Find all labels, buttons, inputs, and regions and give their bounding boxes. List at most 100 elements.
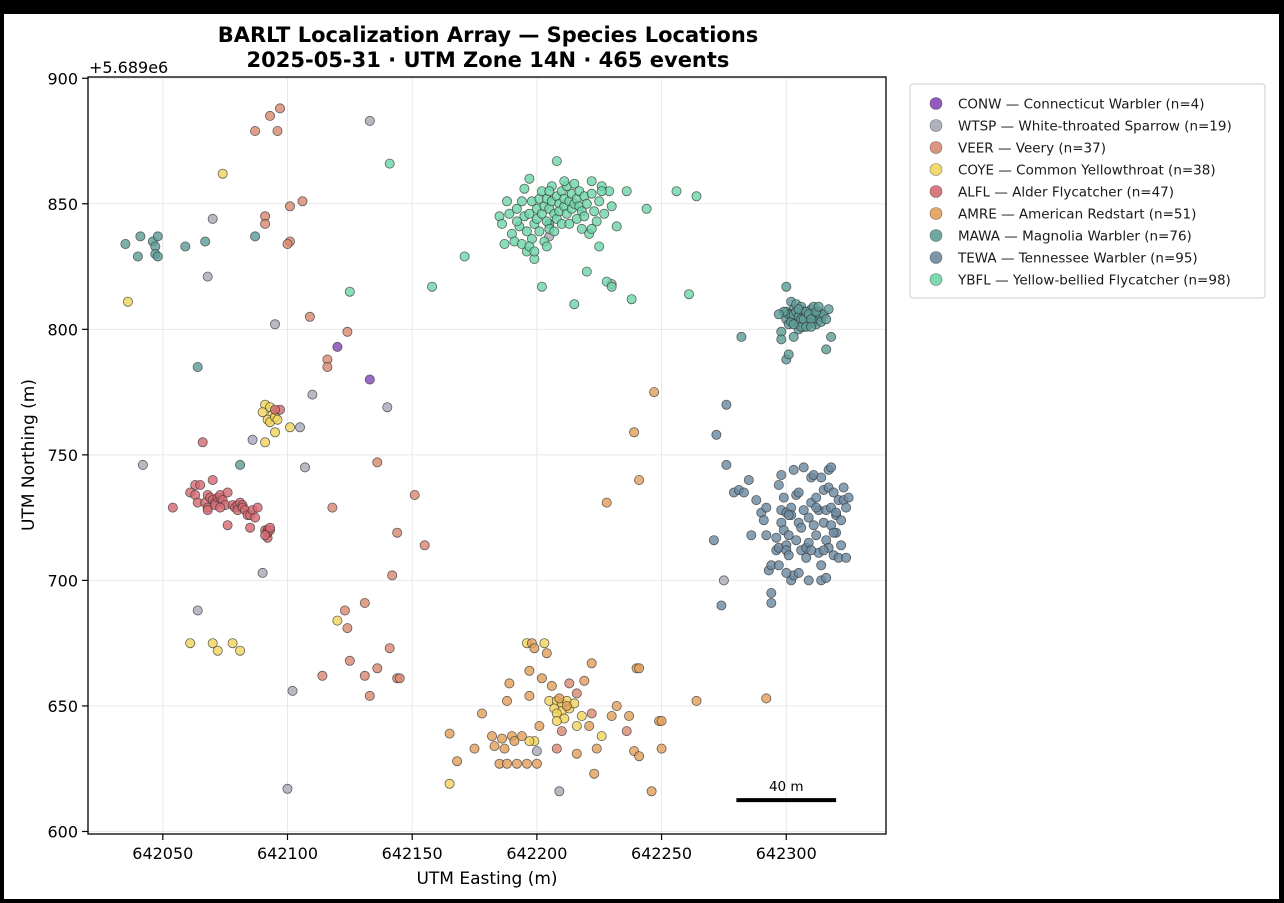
- data-point: [813, 301, 824, 312]
- data-point: [564, 678, 575, 689]
- data-point: [534, 226, 545, 237]
- data-point: [671, 186, 682, 197]
- legend-marker: [929, 207, 943, 220]
- data-point: [821, 344, 832, 355]
- data-point: [387, 570, 398, 581]
- data-point: [459, 251, 470, 262]
- data-point: [841, 502, 852, 513]
- data-point: [684, 289, 695, 300]
- series-ybfl: [344, 156, 702, 310]
- data-point: [317, 670, 328, 681]
- legend-label: TEWA — Tennessee Warbler (n=95): [957, 251, 1198, 267]
- data-point: [634, 474, 645, 485]
- legend-label: CONW — Connecticut Warbler (n=4): [958, 97, 1204, 113]
- data-point: [579, 675, 590, 686]
- data-point: [297, 196, 308, 207]
- data-point: [372, 663, 383, 674]
- data-point: [721, 459, 732, 470]
- data-point: [327, 502, 338, 513]
- data-point: [569, 178, 580, 189]
- data-point: [776, 334, 787, 345]
- data-point: [589, 206, 600, 217]
- data-point: [344, 286, 355, 297]
- data-point: [264, 110, 275, 121]
- data-point: [359, 670, 370, 681]
- data-point: [235, 645, 246, 656]
- data-point: [599, 208, 610, 219]
- data-point: [521, 226, 532, 237]
- data-point: [272, 414, 283, 425]
- data-point: [831, 507, 842, 518]
- data-point: [496, 218, 507, 229]
- data-point: [519, 183, 530, 194]
- data-point: [606, 711, 617, 722]
- data-point: [611, 221, 622, 232]
- data-point: [504, 678, 515, 689]
- series-amre: [444, 387, 772, 797]
- x-tick-label: 642100: [257, 844, 318, 863]
- data-point: [738, 487, 749, 498]
- data-point: [591, 216, 602, 227]
- data-point: [549, 226, 560, 237]
- legend-marker: [929, 119, 943, 132]
- y-tick-label: 700: [47, 571, 78, 590]
- legend-item: WTSP — White-throated Sparrow (n=19): [929, 119, 1232, 135]
- data-point: [197, 437, 208, 448]
- data-point: [783, 349, 794, 360]
- data-point: [269, 319, 280, 330]
- data-point: [384, 158, 395, 169]
- data-point: [452, 756, 463, 767]
- data-point: [192, 361, 203, 372]
- data-point: [152, 251, 163, 262]
- data-point: [584, 721, 595, 732]
- data-point: [185, 638, 196, 649]
- legend-label: YBFL — Yellow-bellied Flycatcher (n=98): [957, 273, 1231, 289]
- y-axis-ticks: 600 650 700 750 800 850 900: [47, 69, 88, 841]
- data-point: [811, 502, 822, 513]
- data-point: [656, 716, 667, 727]
- data-point: [364, 374, 375, 385]
- data-point: [504, 208, 515, 219]
- legend-item: AMRE — American Redstart (n=51): [929, 207, 1196, 223]
- data-point: [634, 663, 645, 674]
- legend-label: WTSP — White-throated Sparrow (n=19): [958, 119, 1232, 135]
- data-point: [531, 746, 542, 757]
- data-point: [621, 726, 632, 737]
- data-point: [444, 778, 455, 789]
- data-point: [521, 758, 532, 769]
- data-point: [596, 186, 607, 197]
- data-point: [736, 331, 747, 342]
- data-point: [364, 690, 375, 701]
- data-point: [554, 786, 565, 797]
- series-conw: [332, 341, 375, 385]
- data-point: [287, 685, 298, 696]
- data-point: [576, 223, 587, 234]
- data-point: [773, 309, 784, 320]
- data-point: [511, 758, 522, 769]
- data-point: [564, 218, 575, 229]
- data-point: [372, 457, 383, 468]
- data-point: [586, 188, 597, 199]
- grid-lines: [88, 77, 886, 834]
- data-point: [551, 156, 562, 167]
- data-point: [569, 299, 580, 310]
- data-point: [501, 695, 512, 706]
- data-point: [606, 281, 617, 292]
- data-point: [427, 281, 438, 292]
- data-point: [589, 768, 600, 779]
- data-point: [718, 575, 729, 586]
- series-tewa: [708, 399, 854, 611]
- data-point: [257, 567, 268, 578]
- legend-marker: [929, 97, 943, 110]
- x-axis-ticks: 642050 642100 642150 642200 642250 642300: [132, 834, 817, 863]
- data-point: [788, 319, 799, 330]
- data-point: [581, 266, 592, 277]
- data-point: [806, 321, 817, 332]
- series-wtsp: [137, 115, 729, 797]
- x-tick-label: 642200: [506, 844, 567, 863]
- data-point: [212, 645, 223, 656]
- data-point: [192, 605, 203, 616]
- y-tick-label: 650: [47, 697, 78, 716]
- y-tick-label: 800: [47, 320, 78, 339]
- data-point: [516, 196, 527, 207]
